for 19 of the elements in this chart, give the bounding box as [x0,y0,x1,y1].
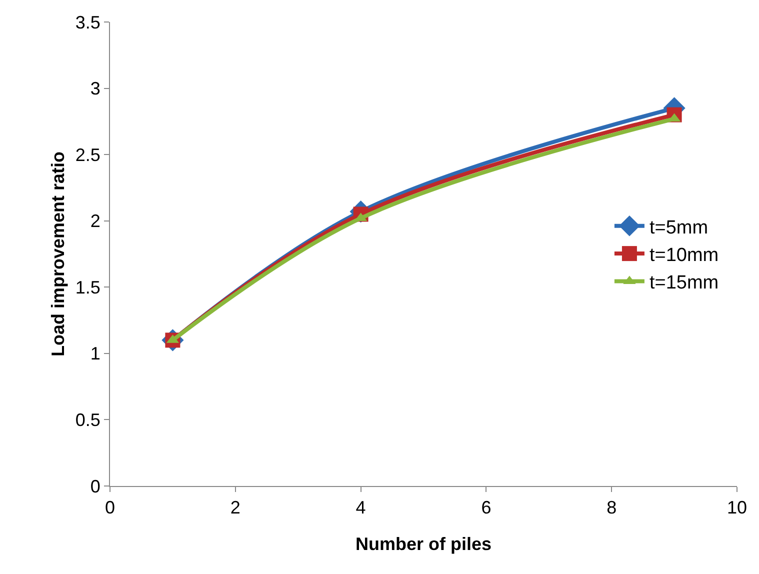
legend-label: t=10mm [649,244,719,266]
x-tick-label: 2 [230,498,240,518]
x-axis-title: Number of piles [355,534,492,554]
x-tick-label: 4 [356,498,366,518]
x-tick-label: 8 [606,498,617,518]
x-tick-label: 6 [481,498,492,518]
legend-label: t=5mm [649,217,708,238]
y-tick-label: 1.5 [75,277,100,298]
y-tick-label: 3.5 [75,12,100,32]
y-tick-label: 1 [90,344,100,364]
y-tick-label: 2 [90,211,100,232]
y-tick-label: 3 [90,78,100,99]
x-tick-label: 10 [726,498,748,518]
y-axis-title: Load improvement ratio [48,151,68,357]
x-tick-label: 0 [104,498,116,518]
y-tick-label: 0.5 [75,410,100,430]
legend-label: t=15mm [649,272,719,294]
y-tick-label: 0 [90,476,100,496]
y-tick-label: 2.5 [75,144,100,165]
